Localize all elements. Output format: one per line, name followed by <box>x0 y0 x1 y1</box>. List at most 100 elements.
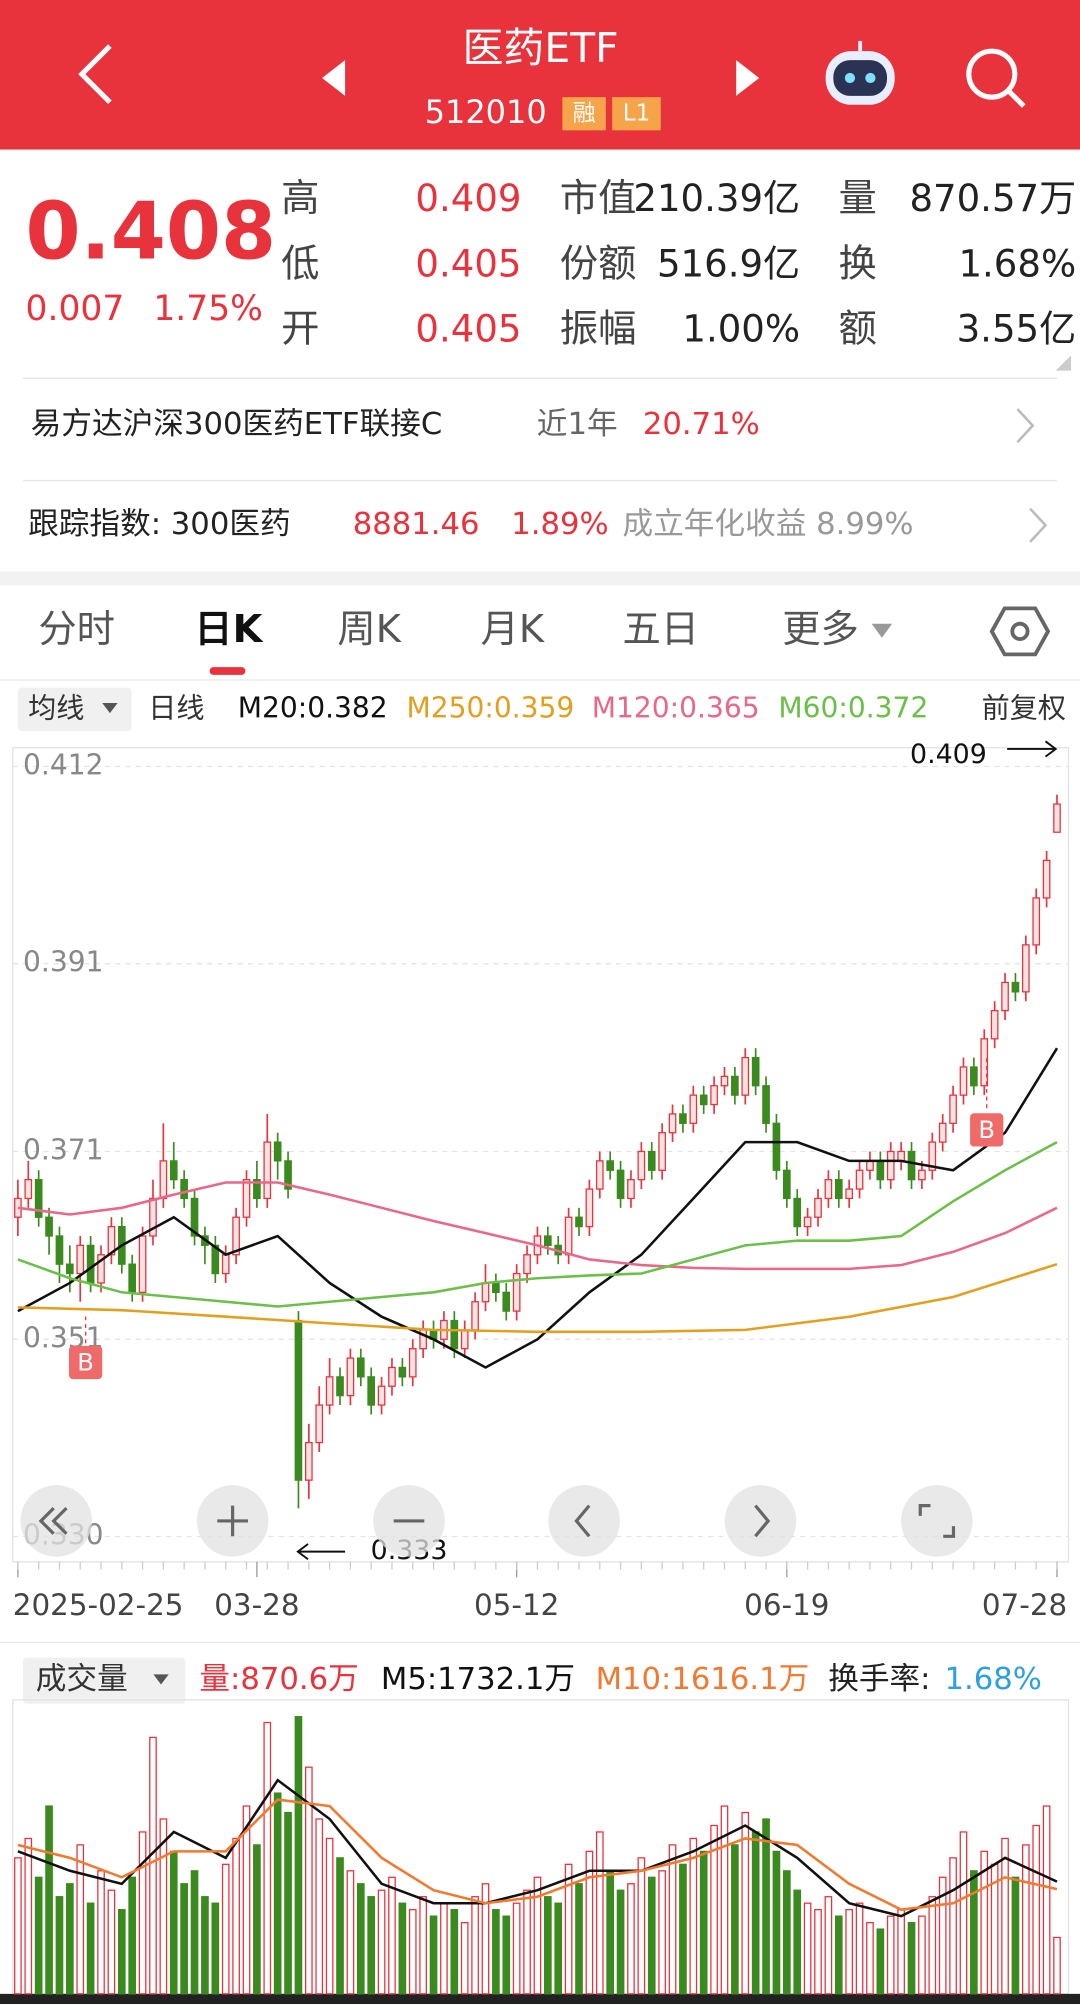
volume-bar <box>253 1844 261 1995</box>
volume-bar <box>710 1824 718 1995</box>
ma-toggle[interactable] <box>17 687 132 732</box>
volume-bar <box>720 1805 729 1995</box>
moving-average <box>17 1181 1058 1271</box>
chevron[interactable] <box>1016 408 1035 444</box>
chevron[interactable] <box>1029 507 1048 543</box>
volume-bar <box>814 1909 822 1995</box>
volume-toggle[interactable] <box>23 1657 186 1704</box>
index-change: 1.89% <box>511 507 608 542</box>
stat-label: 低 <box>281 241 319 286</box>
volume-bar <box>346 1870 355 1995</box>
index-value: 8881.46 <box>353 507 480 542</box>
volume-bar <box>564 1863 573 1995</box>
dropdown-arrow <box>102 702 118 714</box>
volume-bar <box>627 1883 635 1995</box>
expand-corner[interactable] <box>1055 355 1072 371</box>
candle-body <box>980 1038 989 1087</box>
tab[interactable]: 五日 <box>622 607 699 652</box>
candle-body <box>190 1197 199 1237</box>
volume-bar <box>242 1805 251 1995</box>
volume-bar <box>595 1831 604 1995</box>
candle-body <box>502 1291 511 1312</box>
volume-bar <box>440 1902 448 1995</box>
candle-body <box>86 1244 95 1284</box>
ma-legend: M250:0.359 <box>406 691 574 724</box>
candle-body <box>928 1141 937 1171</box>
moving-average <box>17 1047 1059 1369</box>
candle-body <box>325 1376 334 1406</box>
fund-name[interactable]: 易方达沪深300医药ETF联接C <box>31 407 443 442</box>
adjust[interactable]: 前复权 <box>982 691 1066 724</box>
volume-bar <box>938 1876 947 1995</box>
candle-body <box>481 1282 490 1303</box>
volume-bar <box>201 1896 209 1995</box>
volume-bar <box>86 1902 95 1995</box>
volume-bar <box>793 1889 802 1995</box>
candle-body <box>959 1066 968 1096</box>
badge-text: L1 <box>623 100 650 126</box>
chart-control[interactable] <box>901 1485 973 1557</box>
candle-body <box>263 1141 272 1200</box>
arrow <box>296 1543 346 1561</box>
search-icon[interactable] <box>966 48 1026 108</box>
ma-legend: M120:0.365 <box>592 691 760 724</box>
prev-button[interactable] <box>322 60 346 96</box>
tab[interactable]: 分时 <box>38 607 115 652</box>
chart-control[interactable] <box>548 1485 620 1557</box>
tab[interactable]: 更多 <box>782 607 859 652</box>
candle-body <box>866 1160 874 1171</box>
volume-bar <box>668 1844 677 1995</box>
tab[interactable]: 周K <box>337 607 401 652</box>
candle-body <box>814 1197 822 1218</box>
candle-body <box>1001 981 1009 1012</box>
candle-body <box>107 1225 116 1256</box>
control-icon <box>918 1504 956 1538</box>
volume-bar <box>585 1850 594 1995</box>
moving-average <box>17 1262 1058 1334</box>
back-button[interactable] <box>78 44 112 105</box>
stat-value: 870.57万 <box>909 177 1076 220</box>
candle-body <box>1021 944 1030 993</box>
next-button[interactable] <box>736 60 760 96</box>
dropdown-arrow <box>153 1674 169 1685</box>
assistant-icon[interactable] <box>825 40 895 105</box>
volume-bar <box>460 1921 469 1995</box>
index-label[interactable]: 跟踪指数: 300医药 <box>28 507 291 542</box>
candle-body <box>55 1235 64 1265</box>
candle-body <box>658 1132 666 1171</box>
volume-bar <box>1011 1876 1020 1995</box>
volume-bar <box>325 1837 334 1995</box>
candle-body <box>699 1094 708 1106</box>
tab[interactable]: 月K <box>481 607 545 652</box>
stat-label: 份额 <box>560 241 637 286</box>
y-tick-label: 0.391 <box>23 946 103 979</box>
control-icon <box>574 1504 591 1538</box>
candle-body <box>24 1179 33 1200</box>
candle-body <box>356 1357 365 1378</box>
candle-body <box>460 1329 469 1350</box>
tab[interactable]: 日K <box>194 607 263 652</box>
volume-bar <box>741 1811 750 1995</box>
candle-body <box>824 1179 833 1200</box>
volume-bar <box>886 1915 895 1995</box>
candle-body <box>710 1085 718 1106</box>
change: 0.007 <box>26 289 125 329</box>
settings-icon[interactable] <box>989 606 1051 657</box>
candle-body <box>221 1254 230 1275</box>
chart-control[interactable] <box>724 1485 797 1557</box>
candle-body <box>169 1160 178 1181</box>
volume-bar <box>544 1896 552 1995</box>
volume-bar <box>408 1909 417 1995</box>
candle-body <box>679 1113 687 1124</box>
candle-body <box>970 1066 978 1087</box>
candle-body <box>606 1160 615 1171</box>
volume-bar <box>970 1870 978 1995</box>
volume-bar <box>450 1909 459 1995</box>
volume-bar <box>502 1915 511 1995</box>
candle-body <box>398 1366 407 1378</box>
candle-body <box>627 1179 635 1200</box>
chart-control[interactable] <box>20 1485 93 1557</box>
badge <box>562 97 606 131</box>
candle-body <box>180 1179 188 1200</box>
